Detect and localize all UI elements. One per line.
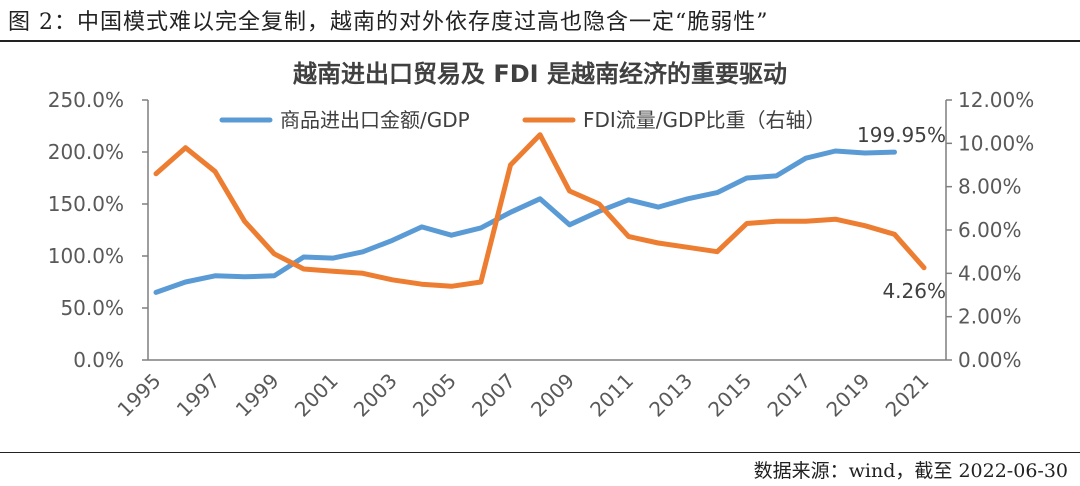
left-tick-label: 200.0% — [48, 140, 124, 164]
caption-divider — [0, 40, 1080, 42]
x-tick-label: 2021 — [881, 369, 934, 422]
data-label-trade-end: 199.95% — [857, 123, 946, 147]
x-tick-label: 2013 — [644, 369, 697, 422]
data-label-fdi-end: 4.26% — [882, 279, 946, 303]
left-tick-label: 100.0% — [48, 244, 124, 268]
right-tick-label: 12.00% — [958, 88, 1034, 112]
x-tick-label: 2009 — [526, 369, 579, 422]
figure-caption: 图 2：中国模式难以完全复制，越南的对外依存度过高也隐含一定“脆弱性” — [8, 10, 769, 35]
x-tick-label: 2005 — [408, 369, 461, 422]
left-tick-label: 150.0% — [48, 192, 124, 216]
right-tick-label: 6.00% — [958, 218, 1022, 242]
x-tick-label: 2003 — [349, 369, 402, 422]
right-tick-label: 2.00% — [958, 305, 1022, 329]
chart-series — [153, 132, 927, 295]
legend-label: 商品进出口金额/GDP — [280, 108, 470, 132]
x-tick-label: 1995 — [113, 369, 166, 422]
x-tick-label: 1997 — [172, 369, 225, 422]
data-source: 数据来源：wind，截至 2022-06-30 — [753, 460, 1068, 482]
left-tick-label: 50.0% — [60, 296, 124, 320]
chart: 越南进出口贸易及 FDI 是越南经济的重要驱动 0.0% 50.0% 100.0% 1… — [48, 60, 1035, 422]
left-tick-label: 0.0% — [73, 348, 124, 372]
chart-title: 越南进出口贸易及 FDI 是越南经济的重要驱动 — [293, 60, 787, 88]
x-tick-label: 2007 — [467, 369, 520, 422]
x-tick-label: 2001 — [290, 369, 343, 422]
x-tick-label: 2011 — [585, 369, 638, 422]
right-tick-label: 4.00% — [958, 261, 1022, 285]
x-tick-label: 1999 — [231, 369, 284, 422]
series-line-trade-gdp — [153, 148, 897, 295]
right-tick-label: 8.00% — [958, 175, 1022, 199]
x-tick-label: 2019 — [821, 369, 874, 422]
chart-legend: 商品进出口金额/GDP FDI流量/GDP比重（右轴） — [219, 108, 826, 132]
x-tick-label: 2015 — [703, 369, 756, 422]
right-tick-label: 0.00% — [958, 348, 1022, 372]
legend-label: FDI流量/GDP比重（右轴） — [583, 108, 826, 132]
chart-annotations: 199.95% 4.26% — [857, 123, 946, 303]
right-tick-label: 10.00% — [958, 131, 1034, 155]
footer-divider — [0, 452, 1080, 453]
x-tick-label: 2017 — [762, 369, 815, 422]
left-tick-label: 250.0% — [48, 88, 124, 112]
